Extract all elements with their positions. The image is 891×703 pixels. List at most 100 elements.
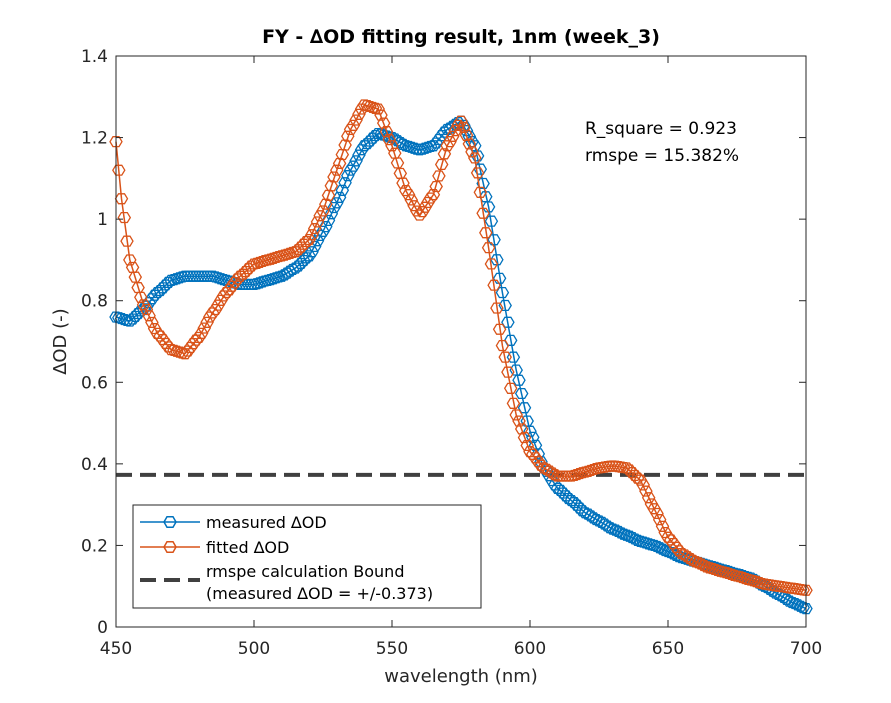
data-point — [296, 238, 311, 250]
data-point — [169, 273, 184, 285]
data-point — [203, 311, 217, 323]
data-point — [319, 198, 333, 210]
data-point — [666, 537, 681, 550]
data-point — [211, 299, 225, 311]
data-point — [548, 469, 562, 481]
data-point — [363, 135, 377, 147]
data-point — [528, 452, 543, 464]
data-point — [658, 526, 672, 539]
data-point — [371, 103, 385, 115]
annotation-rmspe: rmspe = 15.382% — [585, 146, 739, 166]
data-point — [669, 541, 684, 553]
data-point — [528, 439, 543, 451]
annotation-r-square: R_square = 0.923 — [585, 119, 737, 139]
data-point — [512, 415, 526, 427]
data-point — [150, 286, 165, 299]
data-point — [727, 569, 741, 581]
data-point — [296, 254, 311, 267]
data-point — [531, 456, 546, 468]
data-point — [156, 282, 170, 294]
data-point — [517, 402, 532, 414]
data-point — [465, 146, 479, 158]
data-point — [553, 484, 568, 496]
data-point — [589, 463, 603, 475]
data-point — [710, 564, 725, 576]
x-tick-label: 550 — [376, 639, 408, 659]
data-point — [299, 235, 314, 248]
data-point — [633, 535, 648, 547]
data-point — [357, 140, 372, 152]
data-point — [429, 180, 443, 193]
data-point — [214, 294, 228, 306]
data-point — [404, 141, 419, 153]
data-point — [570, 499, 584, 511]
y-axis-label: ∆OD (-) — [50, 308, 71, 375]
data-point — [735, 571, 750, 584]
data-point — [490, 302, 504, 314]
data-point — [484, 258, 499, 270]
data-point — [368, 102, 383, 114]
legend: measured ∆OD fitted ∆OD rmspe calculatio… — [132, 504, 482, 609]
data-point — [641, 492, 656, 504]
data-point — [492, 323, 507, 335]
data-point — [652, 514, 667, 526]
y-tick-label: 1.4 — [81, 47, 108, 67]
data-point — [186, 338, 201, 350]
data-point — [128, 310, 143, 323]
y-tick-label: 0 — [97, 618, 108, 638]
data-point — [266, 273, 281, 285]
data-point — [432, 170, 446, 182]
data-point — [288, 246, 303, 258]
data-point — [385, 140, 399, 152]
data-point — [470, 150, 485, 162]
data-point — [434, 158, 449, 171]
x-tick-label: 600 — [514, 639, 546, 659]
data-point — [404, 194, 419, 206]
data-point — [457, 121, 471, 133]
data-point — [164, 344, 178, 356]
data-point — [445, 130, 460, 142]
data-point — [357, 99, 372, 111]
data-point — [647, 503, 661, 515]
data-point — [501, 316, 515, 328]
data-point — [572, 467, 587, 480]
data-point — [205, 270, 220, 282]
data-point — [175, 271, 189, 283]
data-point — [495, 339, 510, 352]
legend-label-bound: rmspe calculation Bound — [206, 562, 404, 581]
data-point — [227, 276, 242, 289]
data-point — [266, 252, 281, 264]
data-point — [307, 223, 322, 235]
data-point — [509, 409, 523, 421]
chart-title: FY - ∆OD fitting result, 1nm (week_3) — [262, 26, 660, 48]
data-point — [291, 260, 305, 272]
data-point — [498, 351, 512, 363]
data-point — [153, 284, 167, 297]
data-point — [181, 345, 195, 357]
data-point — [346, 160, 361, 172]
data-point — [338, 177, 352, 189]
data-point — [225, 280, 239, 292]
data-point — [183, 341, 198, 354]
data-point — [793, 600, 808, 612]
data-point — [123, 254, 137, 266]
data-point — [628, 469, 642, 482]
data-point — [327, 171, 341, 183]
series-layer — [109, 99, 813, 615]
data-point — [205, 307, 220, 319]
data-point — [197, 322, 212, 334]
series-fitted — [109, 99, 813, 596]
data-point — [451, 119, 465, 131]
data-point — [517, 431, 532, 444]
legend-label-bound-detail: (measured ∆OD = +/-0.373) — [206, 584, 433, 603]
data-point — [401, 189, 416, 201]
data-point — [313, 229, 327, 242]
data-point — [415, 206, 430, 218]
data-point — [583, 464, 598, 477]
data-point — [523, 446, 537, 458]
data-point — [109, 136, 123, 148]
data-point — [570, 468, 584, 481]
data-point — [379, 126, 394, 138]
data-point — [407, 142, 421, 154]
